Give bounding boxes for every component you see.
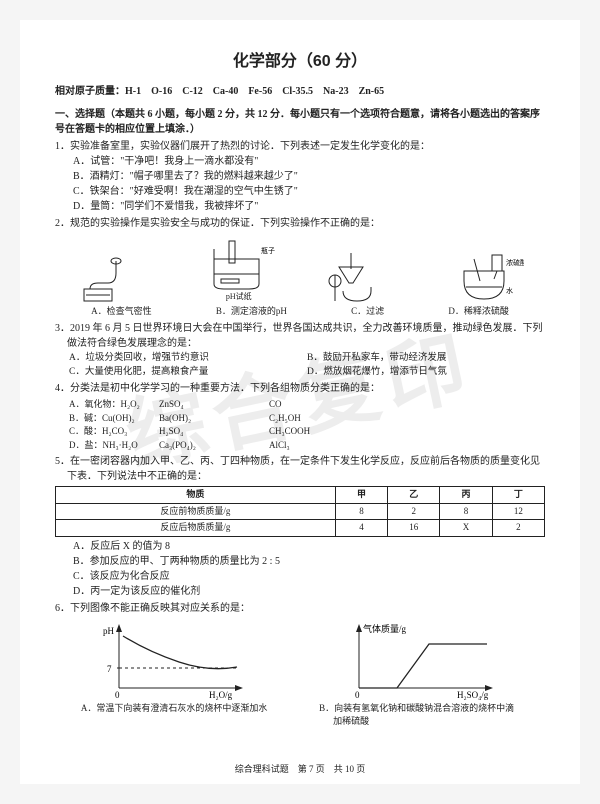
q5-a: A．反应后 X 的值为 8 (55, 539, 545, 554)
chart-b: 气体质量/g H₂SO₄/g 0 B．向装有氢氧化钠和碳酸钠混合溶液的烧杯中滴加… (319, 620, 519, 729)
svg-text:水: 水 (506, 286, 513, 295)
q2-lab-b: B．测定溶液的pH (216, 305, 287, 319)
diag-b: 瓶子 pH试纸 (199, 239, 279, 303)
diag-d: 浓硫酸 水 (444, 251, 524, 303)
q1-opt-d: D．量筒："同学们不爱惜我，我被摔坏了" (55, 199, 545, 214)
q4-r1c0: B．碱：Cu(OH)₂ (69, 412, 159, 426)
ph-paper-label: pH试纸 (226, 291, 252, 303)
svg-text:0: 0 (115, 690, 120, 700)
q4-r0c3 (379, 398, 489, 412)
q4-r1c1: Ba(OH)₂ (159, 412, 269, 426)
q4-r2c1: H₂SO₄ (159, 425, 269, 439)
svg-text:浓硫酸: 浓硫酸 (506, 258, 524, 267)
chart-a-svg: pH 7 H₂O/g 0 (99, 620, 249, 700)
q4-r3c3 (379, 439, 489, 453)
chart-a: pH 7 H₂O/g 0 A．常温下向装有澄清石灰水的烧杯中逐渐加水 (81, 620, 268, 729)
q3-opts: A．垃圾分类回收，增强节约意识 B．鼓励开私家车，带动经济发展 C．大量使用化肥… (55, 351, 545, 380)
q4-r0c1: ZnSO₄ (159, 398, 269, 412)
th0: 物质 (56, 487, 336, 504)
q3-b: B．鼓励开私家车，带动经济发展 (307, 351, 545, 365)
chart-a-caption: A．常温下向装有澄清石灰水的烧杯中逐渐加水 (81, 702, 268, 716)
q1-opt-c: C．铁架台："好难受啊！我在潮湿的空气中生锈了" (55, 184, 545, 199)
q2-diagrams: 瓶子 pH试纸 浓硫酸 水 (55, 235, 545, 303)
chart-b-svg: 气体质量/g H₂SO₄/g 0 (339, 620, 499, 700)
page-footer: 综合理科试题 第 7 页 共 10 页 (20, 763, 580, 777)
q5-c: C．该反应为化合反应 (55, 569, 545, 584)
q3-d: D．燃放烟花爆竹，增添节日气氛 (307, 365, 545, 379)
r2c1: 4 (335, 520, 387, 537)
r2c0: 反应后物质质量/g (56, 520, 336, 537)
r2c3: X (440, 520, 492, 537)
q3-stem: 3．2019 年 6 月 5 日世界环境日大会在中国举行，世界各国达成共识，全力… (55, 321, 545, 351)
page-title: 化学部分（60 分） (55, 50, 545, 74)
q5-stem: 5．在一密闭容器内加入甲、乙、丙、丁四种物质，在一定条件下发生化学反应，反应前后… (55, 454, 545, 484)
q4-r0c2: CO (269, 398, 379, 412)
r1c1: 8 (335, 503, 387, 520)
table-row: 反应前物质质量/g 8 2 8 12 (56, 503, 545, 520)
ph-icon: 瓶子 (199, 239, 279, 291)
r1c3: 8 (440, 503, 492, 520)
svg-text:H₂SO₄/g: H₂SO₄/g (457, 690, 489, 700)
q4-r1c3 (379, 412, 489, 426)
atomic-masses-label: 相对原子质量： (55, 86, 125, 97)
th1: 甲 (335, 487, 387, 504)
th3: 丙 (440, 487, 492, 504)
dilute-icon: 浓硫酸 水 (444, 251, 524, 303)
r2c2: 16 (388, 520, 440, 537)
svg-text:气体质量/g: 气体质量/g (363, 623, 407, 634)
table-row: 反应后物质质量/g 4 16 X 2 (56, 520, 545, 537)
q4-r3c0: D．盐：NH₃·H₂O (69, 439, 159, 453)
chart-b-caption: B．向装有氢氧化钠和碳酸钠混合溶液的烧杯中滴加稀硫酸 (319, 702, 519, 729)
svg-text:0: 0 (355, 690, 360, 700)
q1-opt-a: A．试管："干净吧！我身上一滴水都没有" (55, 154, 545, 169)
exam-page: 综合复印 化学部分（60 分） 相对原子质量：H-1 O-16 C-12 Ca-… (20, 20, 580, 784)
q4-stem: 4．分类法是初中化学学习的一种重要方法．下列各组物质分类正确的是： (55, 381, 545, 396)
q4-r0c0: A．氧化物：H₂O₂ (69, 398, 159, 412)
q3-a: A．垃圾分类回收，增强节约意识 (69, 351, 307, 365)
q2-stem: 2．规范的实验操作是实验安全与成功的保证．下列实验操作不正确的是： (55, 216, 545, 231)
q4-r2c0: C．酸：H₂CO₃ (69, 425, 159, 439)
q1-stem: 1．实验准备室里，实验仪器们展开了热烈的讨论．下列表述一定发生化学变化的是： (55, 139, 545, 154)
diag-a (76, 251, 156, 303)
section-1-head: 一、选择题（本题共 6 小题，每小题 2 分，共 12 分．每小题只有一个选项符… (55, 107, 545, 137)
svg-text:pH: pH (103, 626, 115, 636)
svg-text:7: 7 (107, 664, 112, 674)
airtight-icon (76, 251, 156, 303)
q2-labels: A．检查气密性 B．测定溶液的pH C．过滤 D．稀释浓硫酸 (55, 305, 545, 319)
q5-b: B．参加反应的甲、丁两种物质的质量比为 2 : 5 (55, 554, 545, 569)
q4-grid: A．氧化物：H₂O₂ZnSO₄CO B．碱：Cu(OH)₂Ba(OH)₂C₂H₅… (69, 398, 545, 452)
atomic-masses: 相对原子质量：H-1 O-16 C-12 Ca-40 Fe-56 Cl-35.5… (55, 84, 545, 99)
q5-table: 物质 甲 乙 丙 丁 反应前物质质量/g 8 2 8 12 反应后物质质量/g … (55, 486, 545, 537)
diag-c (321, 251, 401, 303)
r1c0: 反应前物质质量/g (56, 503, 336, 520)
q6-stem: 6．下列图像不能正确反映其对应关系的是： (55, 601, 545, 616)
atomic-masses-values: H-1 O-16 C-12 Ca-40 Fe-56 Cl-35.5 Na-23 … (125, 86, 384, 97)
svg-text:H₂O/g: H₂O/g (209, 690, 233, 700)
q6-charts: pH 7 H₂O/g 0 A．常温下向装有澄清石灰水的烧杯中逐渐加水 气体质量/… (55, 620, 545, 729)
r2c4: 2 (492, 520, 544, 537)
svg-text:瓶子: 瓶子 (261, 246, 275, 255)
q4-r1c2: C₂H₅OH (269, 412, 379, 426)
th4: 丁 (492, 487, 544, 504)
q2-lab-c: C．过滤 (351, 305, 384, 319)
q4-r3c1: Ca₃(PO₄)₂ (159, 439, 269, 453)
q3-c: C．大量使用化肥，提高粮食产量 (69, 365, 307, 379)
th2: 乙 (388, 487, 440, 504)
filter-icon (321, 251, 401, 303)
q2-lab-a: A．检查气密性 (91, 305, 152, 319)
q1-opt-b: B．酒精灯："帽子哪里去了？我的燃料越来越少了" (55, 169, 545, 184)
q2-lab-d: D．稀释浓硫酸 (448, 305, 509, 319)
q4-r2c3 (379, 425, 489, 439)
q5-d: D．丙一定为该反应的催化剂 (55, 584, 545, 599)
q4-r3c2: AlCl₃ (269, 439, 379, 453)
q4-r2c2: CH₃COOH (269, 425, 379, 439)
r1c4: 12 (492, 503, 544, 520)
r1c2: 2 (388, 503, 440, 520)
table-row: 物质 甲 乙 丙 丁 (56, 487, 545, 504)
